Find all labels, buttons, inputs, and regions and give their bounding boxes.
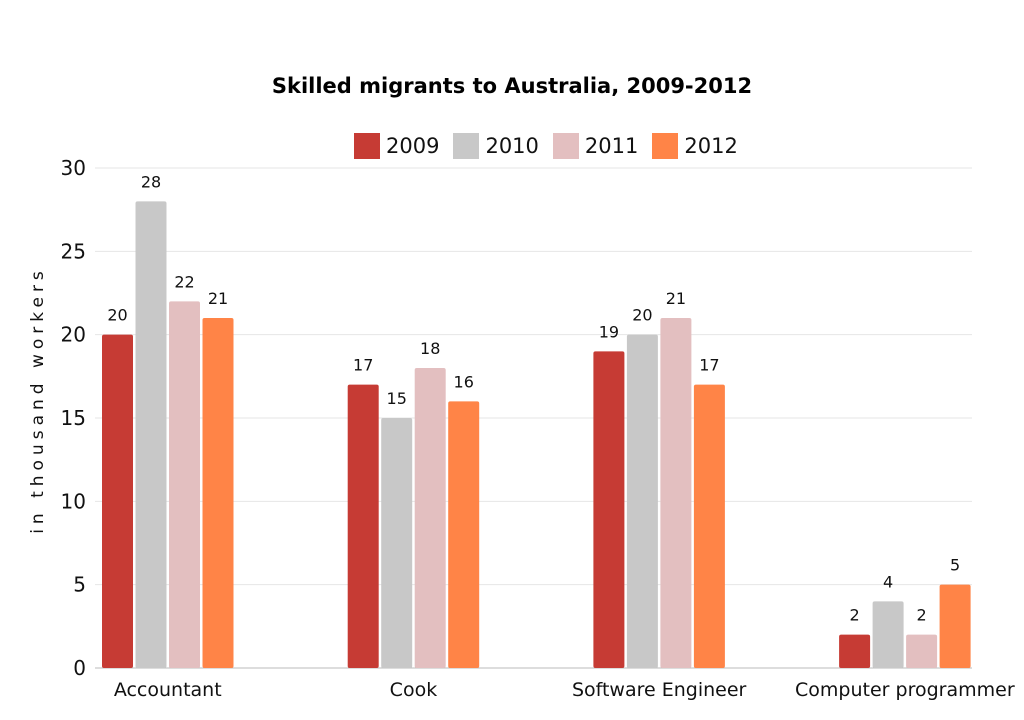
legend-swatch — [453, 133, 480, 159]
data-label: 22 — [174, 272, 194, 291]
data-label: 17 — [699, 356, 719, 375]
bar-2009 — [593, 351, 625, 668]
data-label: 4 — [883, 572, 893, 591]
data-label: 15 — [387, 389, 407, 408]
y-tick-label: 20 — [61, 323, 86, 347]
bar-2011 — [906, 634, 938, 668]
bar-2009 — [839, 634, 871, 668]
y-tick-label: 0 — [73, 656, 86, 680]
bar-2012 — [939, 584, 971, 668]
bar-2011 — [660, 318, 692, 668]
bar-2010 — [626, 334, 658, 668]
bar-2010 — [135, 201, 167, 669]
x-tick-label: Software Engineer — [572, 679, 747, 701]
legend-label: 2009 — [386, 134, 440, 158]
legend-item: 2012 — [652, 133, 738, 159]
data-label: 20 — [107, 306, 127, 325]
data-label: 21 — [666, 289, 686, 308]
x-tick-label: Computer programmer — [795, 679, 1015, 701]
legend-label: 2012 — [684, 134, 738, 158]
legend-item: 2010 — [453, 133, 539, 159]
bar-2010 — [872, 601, 904, 668]
y-tick-label: 15 — [61, 406, 86, 430]
data-label: 18 — [420, 339, 440, 358]
legend-item: 2011 — [552, 133, 639, 159]
data-label: 19 — [599, 322, 619, 341]
legend-swatch — [552, 133, 579, 159]
bar-2012 — [202, 318, 234, 668]
data-label: 28 — [141, 172, 161, 191]
legend-swatch — [652, 133, 679, 159]
legend-label: 2011 — [584, 134, 639, 158]
bar-2009 — [347, 384, 379, 668]
legend-label: 2010 — [485, 134, 539, 158]
data-label: 2 — [850, 606, 860, 625]
bar-2012 — [448, 401, 480, 668]
bar-2010 — [381, 418, 413, 668]
y-tick-label: 30 — [61, 156, 86, 180]
y-tick-label: 25 — [61, 239, 86, 263]
legend-swatch — [354, 133, 380, 159]
x-tick-label: Cook — [390, 679, 438, 701]
legend: 2009 2010 2011 2012 — [354, 133, 738, 159]
bar-2011 — [169, 301, 200, 668]
legend-item: 2009 — [354, 133, 439, 159]
bar-2009 — [102, 334, 133, 668]
x-tick-label: Accountant — [114, 679, 222, 701]
data-label: 16 — [454, 372, 474, 391]
bar-2011 — [414, 368, 446, 668]
y-tick-label: 10 — [61, 489, 86, 513]
data-label: 17 — [353, 356, 373, 375]
y-tick-label: 5 — [73, 573, 86, 597]
chart-title: Skilled migrants to Australia, 2009-2012 — [271, 74, 753, 98]
data-label: 20 — [632, 306, 652, 325]
data-label: 5 — [950, 556, 960, 575]
bar-2012 — [693, 384, 725, 668]
data-label: 21 — [208, 289, 228, 308]
data-label: 2 — [917, 606, 927, 625]
